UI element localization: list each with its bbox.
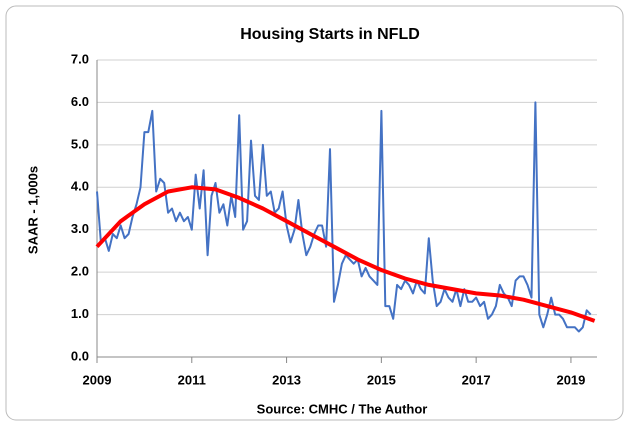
- y-tick-label: 1.0: [71, 306, 89, 321]
- y-tick-label: 2.0: [71, 264, 89, 279]
- y-tick-label: 0.0: [71, 348, 89, 363]
- y-axis-label: SAAR - 1,000s: [25, 166, 40, 254]
- y-tick-label: 6.0: [71, 94, 89, 109]
- x-axis-label: Source: CMHC / The Author: [257, 401, 428, 416]
- chart-frame: [5, 5, 624, 421]
- y-tick-label: 5.0: [71, 136, 89, 151]
- x-tick-label: 2019: [556, 372, 585, 387]
- x-tick-label: 2013: [272, 372, 301, 387]
- chart-title: Housing Starts in NFLD: [240, 26, 420, 43]
- y-tick-label: 3.0: [71, 221, 89, 236]
- y-tick-label: 7.0: [71, 51, 89, 66]
- x-tick-label: 2011: [178, 372, 206, 387]
- x-tick-label: 2017: [462, 372, 491, 387]
- x-tick-label: 2009: [83, 372, 112, 387]
- x-tick-label: 2015: [367, 372, 396, 387]
- y-tick-label: 4.0: [71, 179, 89, 194]
- series-line: [95, 185, 596, 323]
